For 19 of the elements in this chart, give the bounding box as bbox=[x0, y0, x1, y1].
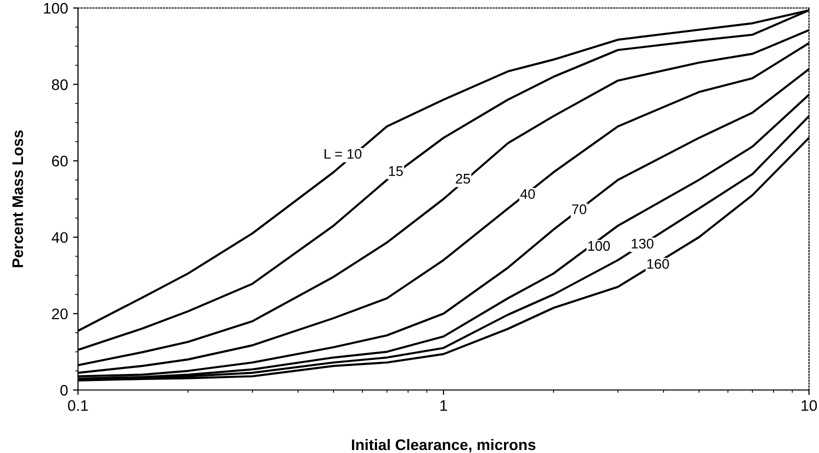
annotation: 25 bbox=[456, 174, 470, 184]
x-tick-label: 10 bbox=[802, 400, 817, 411]
annotation: 130 bbox=[632, 238, 654, 249]
annotation: 100 bbox=[588, 241, 610, 251]
annotation: 40 bbox=[520, 189, 535, 199]
y-tick-label: 40 bbox=[52, 232, 68, 243]
y-axis-title: Percent Mass Loss bbox=[12, 130, 24, 268]
y-tick-label: 60 bbox=[52, 156, 68, 166]
x-tick-label: 1 bbox=[440, 400, 448, 411]
annotation: L = 10 bbox=[324, 148, 362, 159]
y-tick-label: 0 bbox=[60, 384, 68, 396]
annotation: 160 bbox=[647, 258, 669, 269]
x-axis-title: Initial Clearance, microns bbox=[352, 438, 536, 452]
x-tick-label: 0.1 bbox=[68, 400, 88, 411]
y-tick-label: 100 bbox=[44, 2, 68, 14]
annotation: 15 bbox=[389, 166, 403, 176]
annotation: 70 bbox=[572, 204, 586, 214]
y-tick-label: 80 bbox=[52, 79, 68, 90]
y-tick-label: 20 bbox=[52, 308, 68, 320]
